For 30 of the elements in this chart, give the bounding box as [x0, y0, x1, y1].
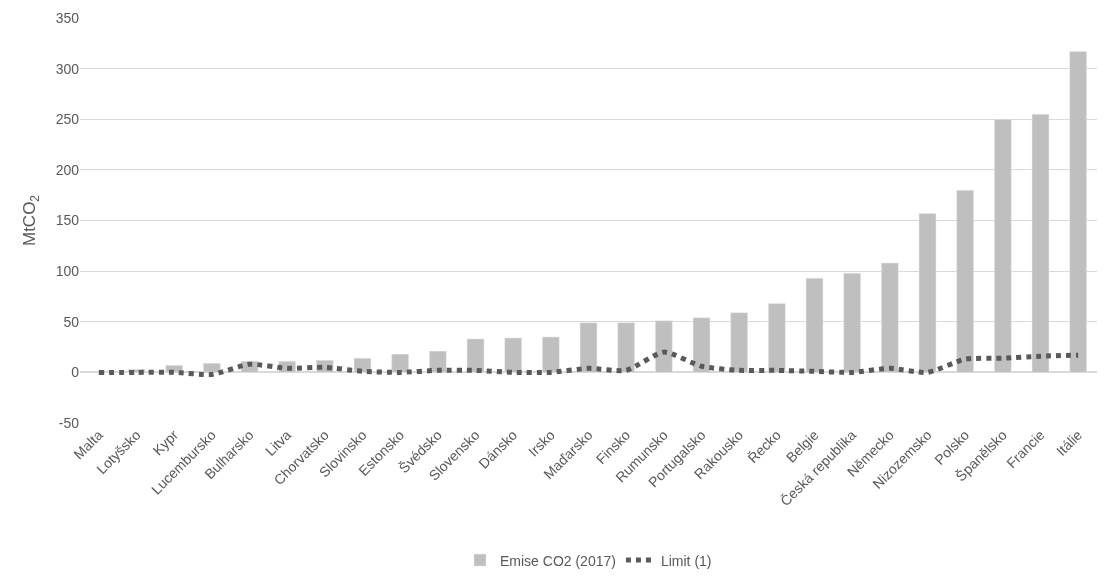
bar — [466, 338, 485, 373]
y-tick-label: 350 — [55, 9, 80, 26]
bar — [768, 303, 786, 373]
y-tick-label: -50 — [58, 414, 80, 431]
bar — [692, 317, 711, 373]
bar — [391, 353, 409, 373]
y-tick-label: 150 — [55, 212, 80, 229]
y-tick-label: 200 — [55, 161, 80, 178]
bar — [843, 272, 861, 373]
bar — [542, 336, 560, 373]
bar — [730, 312, 748, 373]
y-tick-label: 250 — [55, 111, 80, 128]
bar — [805, 277, 824, 373]
y-tick-label: 100 — [55, 263, 80, 280]
y-tick-label: 50 — [63, 313, 80, 330]
legend-label: Limit (1) — [660, 552, 712, 569]
bar — [1069, 51, 1087, 373]
bar — [579, 322, 598, 373]
bar — [655, 320, 673, 373]
bar — [881, 262, 899, 373]
bar — [504, 337, 522, 373]
bar — [994, 119, 1012, 373]
bar — [956, 189, 974, 373]
bar — [918, 213, 937, 373]
y-tick-label: 0 — [71, 364, 80, 381]
legend-label: Emise CO2 (2017) — [500, 552, 616, 569]
bar — [617, 322, 635, 373]
bar — [1031, 113, 1050, 373]
y-tick-label: 300 — [55, 60, 80, 77]
bar — [203, 363, 221, 373]
